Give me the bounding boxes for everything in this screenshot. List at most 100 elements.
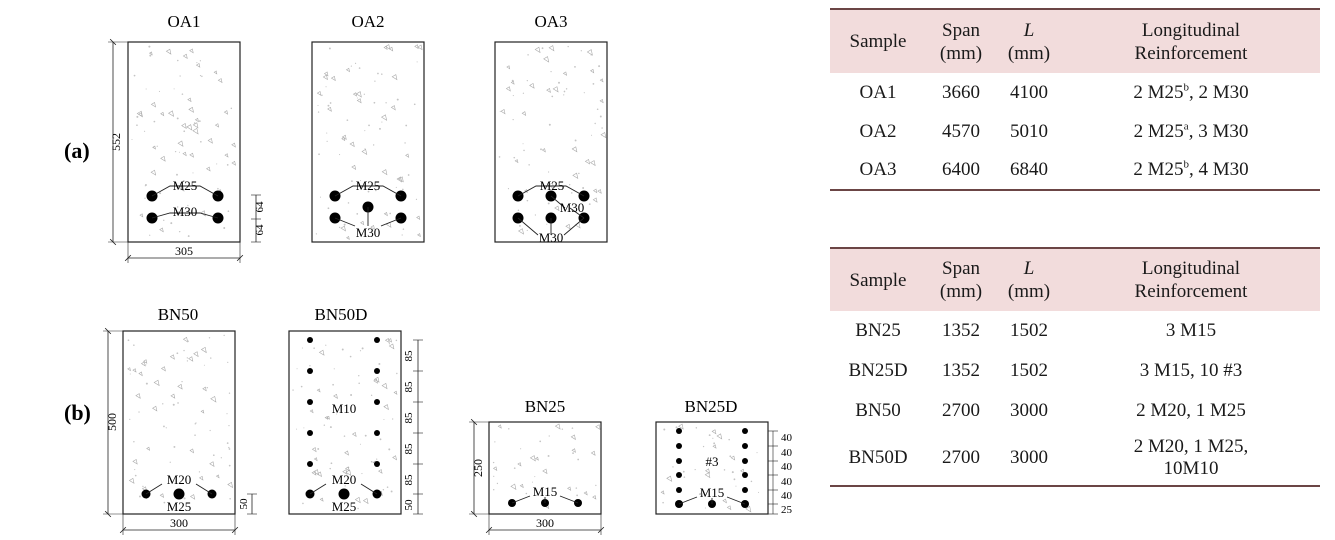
col-header-length: L (mm) [996,9,1062,73]
dim-spacing-BN50D-5: 85 [403,474,415,486]
table-row: OA2 4570 5010 2 M25a, 3 M30 [830,112,1320,151]
cell-sample: OA2 [859,120,897,142]
table-oa-beams: Sample Span (mm) L (mm) Longitudinal Reinfo… [830,8,1320,191]
rebar-BN50D-mid [338,488,350,500]
dim-cover-OA1-b: 64 [254,224,266,236]
section-title-BN50D: BN50D [315,305,368,324]
cell-length: 5010 [1010,120,1048,142]
table-row: OA1 3660 4100 2 M25b, 2 M30 [830,73,1320,112]
rebar-BN50D-stirrup-l1 [307,337,313,343]
rebar-label-M25-BN50: M25 [167,499,192,514]
rebar-label-M25-BN50D: M25 [332,499,357,514]
cell-span: 1352 [942,360,980,381]
rebar-BN25D-stirrup-r2 [742,443,748,449]
dim-spacing-BN25D-5: 40 [781,490,793,502]
dim-spacing-BN25D-4: 40 [781,476,793,488]
table-row: BN50D 2700 3000 2 M20, 1 M25, 10M10 [830,431,1320,486]
concrete-texture [127,334,234,504]
cell-sample: BN25D [848,360,908,381]
rebar-label-M30-OA3-mid: M30 [560,200,585,215]
table-row: BN25 1352 1502 3 M15 [830,311,1320,351]
table-row: BN25D 1352 1502 3 M15, 10 #3 [830,351,1320,391]
dim-spacing-BN50D-4: 85 [403,443,415,455]
cell-length: 1502 [1010,320,1048,341]
cell-span: 1352 [942,320,980,341]
rebar-label-M20-BN50: M20 [167,472,192,487]
rebar-BN25D-stirrup-l1 [676,428,682,434]
dim-cover-BN25D: 25 [781,504,793,516]
rebar-BN25D-stirrup-l2 [676,443,682,449]
cell-reinforcement: 2 M25b, 4 M30 [1133,158,1249,180]
cell-reinforcement: 2 M20, 1 M25, 10M10 [1133,436,1249,479]
concrete-texture [498,45,607,235]
dim-cover-BN50D: 50 [403,499,415,511]
rebar-BN50D-stirrup-r4 [374,430,380,436]
rebar-BN25D-stirrup-r5 [742,487,748,493]
section-OA1: OA1 552 305 64 64 M25 M30 [108,12,266,263]
section-OA2: OA2 M25 M30 [311,12,425,243]
cell-length: 6840 [1010,159,1048,180]
cell-span: 4570 [942,120,980,142]
rebar-label-M30-OA2: M30 [356,225,381,240]
dim-width-BN50: 300 [170,516,188,530]
cell-length: 1502 [1010,360,1048,381]
rebar-BN25D-stirrup-r1 [742,428,748,434]
concrete-texture [492,423,601,510]
cell-length: 3000 [1010,400,1048,421]
rebar-BN50D-stirrup-l5 [307,461,313,467]
rebar-BN50D-stirrup-r1 [374,337,380,343]
dim-width-OA1: 305 [175,244,193,258]
col-header-sample: Sample [830,9,926,73]
rebar-label-no3-BN25D: #3 [706,454,719,469]
dim-height-BN25: 250 [471,459,485,477]
dim-spacing-BN50D-1: 85 [403,350,415,362]
section-title-OA3: OA3 [534,12,567,31]
col-header-span: Span (mm) [926,9,996,73]
rebar-label-M20-BN50D: M20 [332,472,357,487]
cell-span: 2700 [942,447,980,468]
section-BN25D: BN25D #3 M15 40 40 40 [655,397,793,516]
rebar-BN25D-stirrup-l3 [676,458,682,464]
cell-sample: BN50D [848,447,908,468]
rebar-BN50D-stirrup-l4 [307,430,313,436]
col-header-reinforcement: Longitudinal Reinforcement [1062,9,1320,73]
rebar-label-M15-BN25D: M15 [700,485,725,500]
cell-span: 2700 [942,400,980,421]
rebar-BN50D-stirrup-r3 [374,399,380,405]
rebar-label-M10-BN50D: M10 [332,401,357,416]
rebar-label-M25-OA3: M25 [540,178,565,193]
rebar-label-M25-OA2: M25 [356,178,381,193]
section-title-BN50: BN50 [158,305,199,324]
rebar-BN25D-stirrup-l4 [676,472,682,478]
section-title-BN25D: BN25D [685,397,738,416]
dim-width-BN25: 300 [536,516,554,530]
rebar-BN25D-stirrup-r3 [742,458,748,464]
rebar-BN50D-stirrup-l2 [307,368,313,374]
rebar-label-M30-OA3-bot: M30 [539,230,564,245]
rebar-label-M15-BN25: M15 [533,484,558,499]
cell-reinforcement: 2 M25b, 2 M30 [1133,81,1249,103]
section-BN50D: BN50D M10 M20 M25 85 85 [288,305,423,515]
col-header-reinforcement: Longitudinal Reinforcement [1062,248,1320,311]
concrete-texture [660,423,760,513]
dim-cover-BN50: 50 [238,498,250,510]
table-row: OA3 6400 6840 2 M25b, 4 M30 [830,151,1320,190]
section-title-BN25: BN25 [525,397,566,416]
cell-sample: OA3 [859,159,897,180]
dim-spacing-BN25D-2: 40 [781,447,793,459]
rebar-label-M30-OA1: M30 [173,204,198,219]
cell-length: 3000 [1010,447,1048,468]
section-BN25: BN25 250 300 M15 [469,397,605,535]
rebar-BN50D-stirrup-l3 [307,399,313,405]
col-header-length: L (mm) [996,248,1062,311]
cell-reinforcement: 3 M15 [1165,320,1217,341]
dim-height-BN50: 500 [105,413,119,431]
section-OA3: OA3 M25 M30 M30 [494,12,608,245]
rebar-BN50D-stirrup-r2 [374,368,380,374]
dim-height-OA1: 552 [109,133,123,151]
panel-label-b: (b) [64,400,91,425]
rebar-BN50-mid [173,488,185,500]
cell-reinforcement: 2 M25a, 3 M30 [1133,120,1249,142]
cell-sample: BN50 [855,400,901,421]
dim-spacing-BN50D-2: 85 [403,381,415,393]
